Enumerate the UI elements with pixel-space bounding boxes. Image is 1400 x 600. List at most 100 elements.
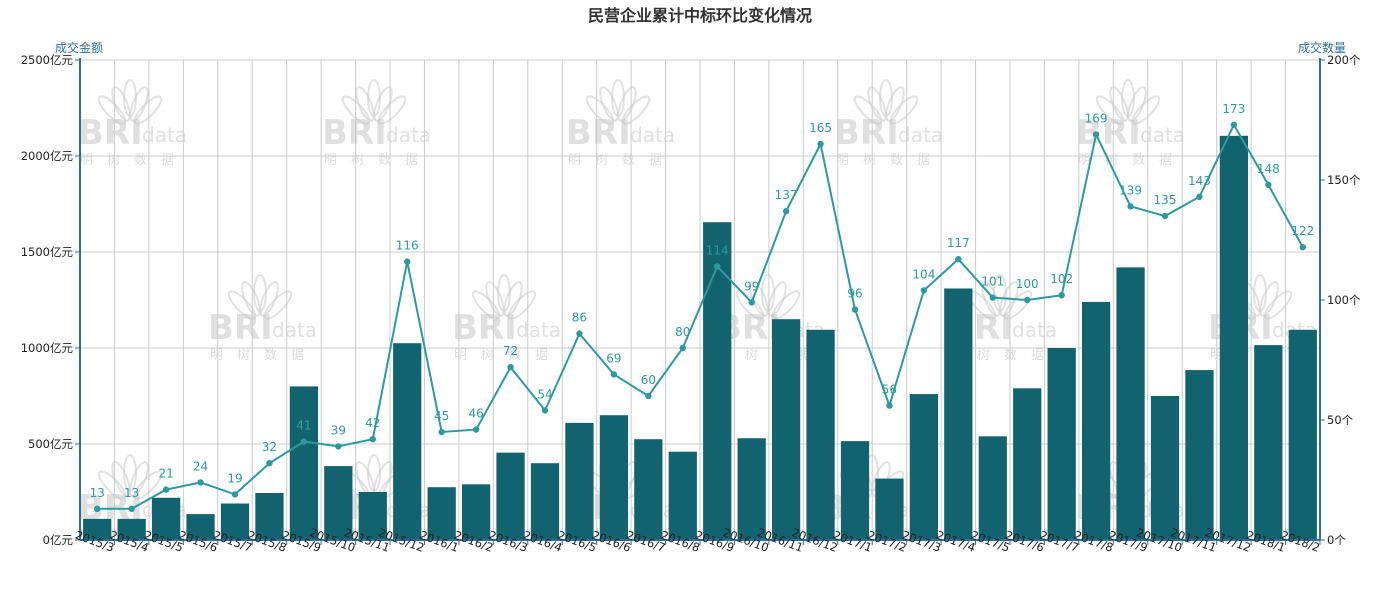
bar-2016/3 [496, 452, 525, 540]
watermark-cn: 明树数据 [80, 153, 188, 168]
count-label-2016/10: 99 [744, 279, 759, 293]
watermark-suffix: data [272, 318, 317, 342]
count-point-2018/2 [1299, 244, 1306, 251]
bar-2015/11 [358, 492, 387, 540]
count-point-2016/10 [748, 299, 755, 306]
count-label-2017/4: 117 [947, 236, 970, 250]
count-label-2015/12: 116 [396, 239, 419, 253]
count-point-2017/3 [920, 287, 928, 294]
watermark-leaf-icon [133, 95, 163, 125]
count-line [97, 122, 1304, 510]
count-label-2017/3: 104 [912, 267, 935, 281]
count-point-2016/5 [576, 330, 583, 337]
count-label-2017/6: 100 [1016, 277, 1039, 291]
watermark-suffix: data [142, 123, 187, 147]
watermark-leaf-icon [889, 95, 919, 125]
watermark-leaf-icon [507, 290, 537, 320]
count-label-2017/12: 173 [1222, 102, 1245, 116]
bar-2016/11 [771, 319, 801, 540]
count-point-2016/6 [610, 371, 618, 378]
watermark-suffix: data [898, 123, 943, 147]
watermark-cn: 明树数据 [568, 153, 676, 168]
count-label-2017/7: 102 [1050, 272, 1073, 286]
count-point-2015/9 [300, 438, 308, 445]
count-point-2016/11 [782, 208, 790, 215]
count-point-2017/5 [989, 294, 996, 301]
label-layer: 13 13 21 24 19 32 41 39 42 116 45 46 72 54 86 69 60 80 114… [90, 102, 1315, 500]
count-label-2018/2: 122 [1291, 224, 1314, 238]
watermark-suffix: data [630, 123, 675, 147]
watermark-suffix: data [516, 318, 561, 342]
count-label-2016/9: 114 [706, 243, 729, 257]
count-point-2017/11 [1196, 193, 1203, 200]
watermark-brand: BRI [78, 113, 143, 153]
bar-2017/11 [1185, 370, 1214, 540]
watermark-leaf-icon [1263, 290, 1293, 320]
bar-2015/4 [117, 518, 146, 540]
count-label-2017/11: 143 [1188, 174, 1211, 188]
count-label-2017/10: 135 [1154, 193, 1177, 207]
count-point-2016/1 [438, 428, 445, 436]
count-label-2017/5: 101 [981, 275, 1004, 289]
watermark-cn: 明树数据 [324, 153, 432, 168]
right-tick-label: 150个 [1327, 173, 1361, 187]
count-label-2016/2: 46 [468, 407, 483, 421]
grid-layer [79, 59, 1321, 541]
watermark-leaf-icon [263, 290, 293, 320]
watermark-suffix: data [1012, 318, 1057, 342]
watermark-cn: 明树数据 [210, 348, 318, 363]
left-axis-name: 成交金额 [55, 40, 103, 55]
watermark-leaf-icon [377, 95, 407, 125]
count-label-2017/8: 169 [1085, 111, 1108, 125]
bar-2016/6 [599, 415, 629, 540]
watermark-suffix: data [1140, 123, 1185, 147]
watermark-cn: 明树数据 [950, 348, 1058, 363]
bar-2017/9 [1116, 267, 1145, 540]
count-point-2015/10 [335, 443, 342, 450]
bar-2015/6 [186, 514, 215, 540]
bar-2016/4 [530, 463, 560, 540]
count-point-2015/5 [162, 486, 170, 493]
bar-2017/6 [1013, 388, 1042, 540]
count-point-2017/8 [1092, 131, 1100, 138]
bar-2016/8 [668, 451, 697, 540]
count-label-2016/7: 60 [641, 373, 656, 387]
count-point-2017/10 [1161, 212, 1169, 220]
left-tick-label: 500亿元 [28, 437, 73, 451]
watermark-leaf-icon [621, 95, 651, 125]
count-point-2017/6 [1024, 296, 1031, 304]
count-label-2015/8: 32 [262, 440, 277, 454]
count-label-2017/1: 96 [847, 287, 862, 301]
count-label-2016/11: 137 [775, 188, 798, 202]
count-point-2017/2 [886, 402, 893, 409]
watermark-leaf-icon [981, 281, 1001, 317]
watermark-leaf-icon [771, 290, 801, 320]
watermark-leaf-icon [867, 86, 887, 122]
left-tick-label: 0亿元 [43, 533, 74, 547]
watermark-brand: BRI [1076, 113, 1141, 153]
bar-2016/5 [565, 422, 594, 540]
count-label-2016/8: 80 [675, 325, 690, 339]
count-point-2017/1 [851, 306, 859, 313]
bar-2017/10 [1150, 396, 1180, 540]
count-point-2016/2 [472, 426, 480, 433]
bar-2016/1 [427, 487, 456, 540]
count-label-2015/10: 39 [331, 423, 346, 437]
watermark-cn: 明树数据 [1078, 153, 1186, 168]
count-point-2015/3 [94, 505, 101, 512]
bar-2017/3 [909, 394, 939, 540]
count-label-2018/1: 148 [1257, 162, 1280, 176]
count-point-2017/4 [955, 256, 962, 263]
watermark-leaf-icon [133, 470, 163, 500]
count-label-2016/5: 86 [572, 311, 587, 325]
watermark-leaf-icon [355, 86, 375, 122]
count-point-2015/7 [231, 491, 239, 498]
count-label-2016/3: 72 [503, 344, 518, 358]
bar-2017/12 [1219, 135, 1249, 540]
count-point-2017/9 [1127, 203, 1134, 210]
